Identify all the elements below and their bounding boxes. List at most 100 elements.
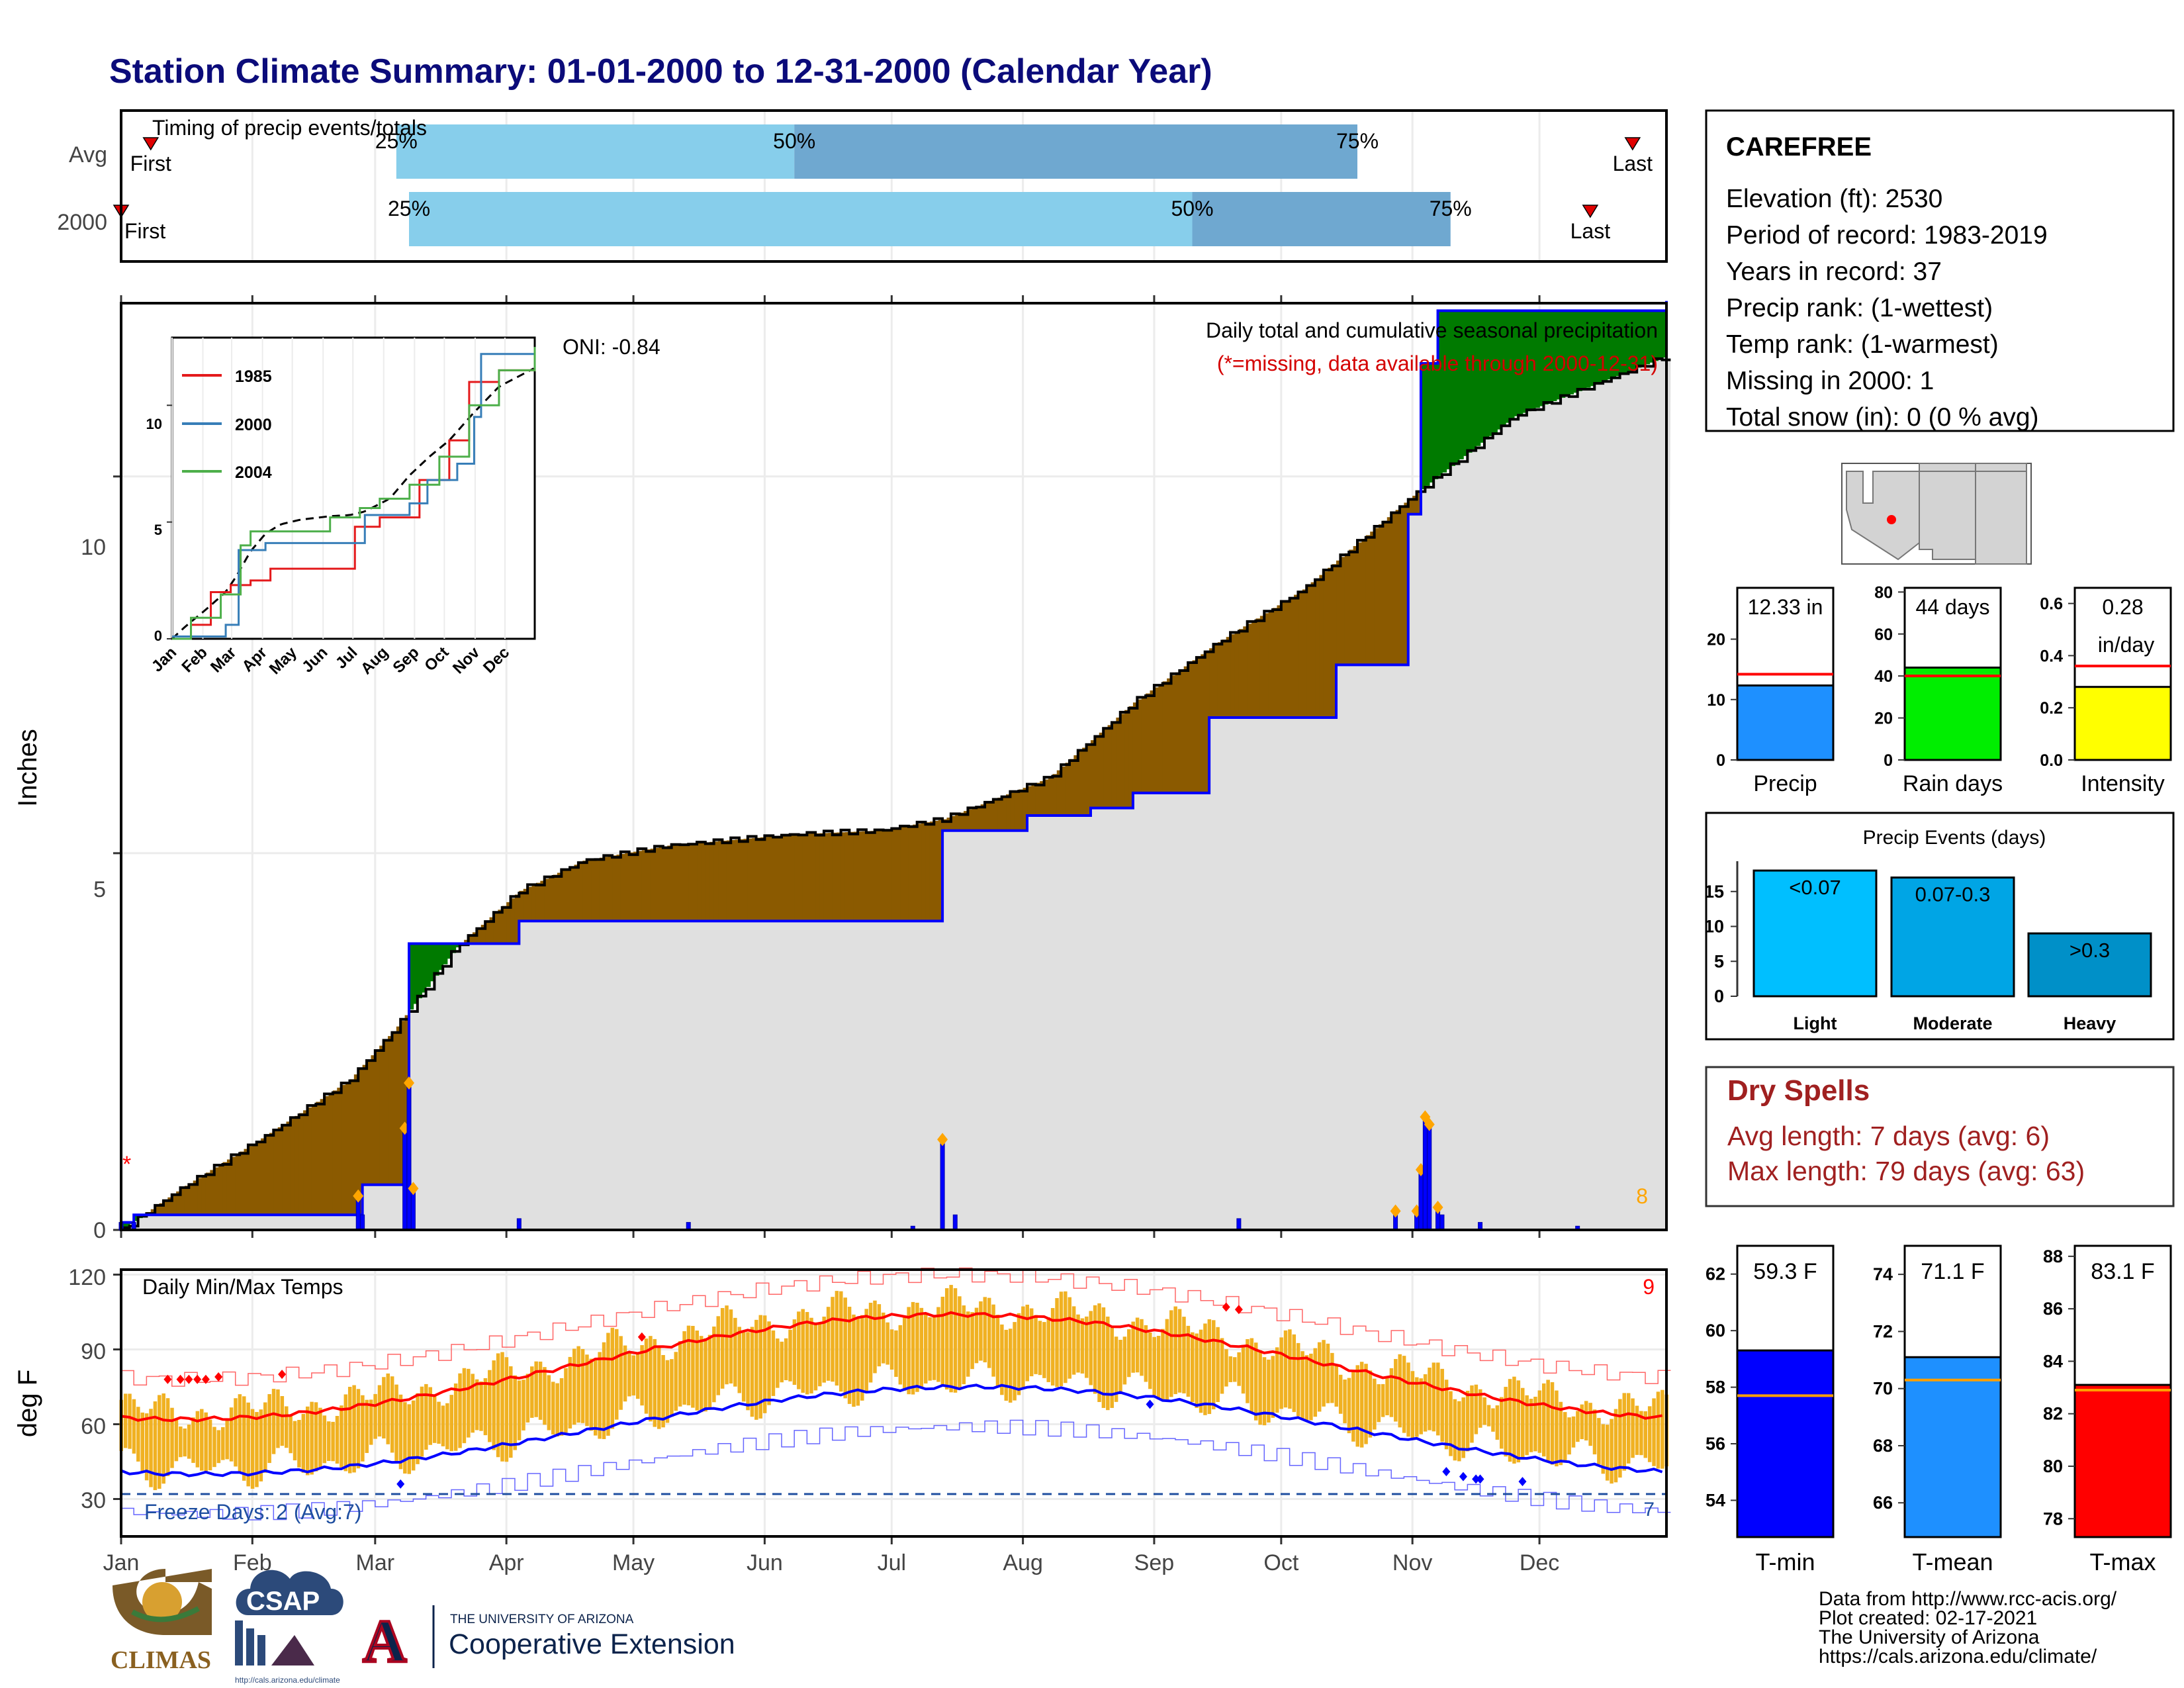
daily-temp-bar — [1486, 1405, 1491, 1427]
drier-than-avg-fill — [582, 861, 588, 921]
wetter-than-avg-fill — [1501, 310, 1506, 426]
wetter-than-avg-fill — [1433, 363, 1439, 479]
wetter-than-avg-fill — [1488, 310, 1494, 436]
drier-than-avg-fill — [527, 886, 533, 921]
daily-precip-bar — [360, 1214, 365, 1231]
temp-bar-value: 71.1 F — [1921, 1259, 1984, 1284]
drier-than-avg-fill — [671, 845, 676, 921]
daily-temp-bar — [627, 1352, 631, 1397]
events-bar-bin: >0.3 — [2070, 939, 2110, 962]
drier-than-avg-fill — [1048, 778, 1054, 816]
summary-bar-tick-label: 20 — [1874, 710, 1893, 728]
daily-temp-bar — [1555, 1390, 1559, 1467]
drier-than-avg-fill — [849, 831, 854, 921]
events-bar-bin: <0.07 — [1789, 876, 1841, 899]
daily-temp-bar — [983, 1297, 987, 1363]
temp-bar-tick-label: 60 — [1706, 1321, 1725, 1340]
daily-temp-bar — [221, 1427, 225, 1460]
drier-than-avg-fill — [307, 1107, 312, 1215]
drier-than-avg-fill — [625, 853, 630, 921]
daily-temp-bar — [398, 1394, 403, 1470]
daily-temp-bar — [158, 1395, 161, 1489]
precip-panel: Daily total and cumulative seasonal prec… — [13, 295, 1671, 1243]
drier-than-avg-fill — [282, 1124, 287, 1215]
timing-quartile-label: 50% — [1171, 197, 1213, 220]
daily-temp-bar — [314, 1402, 318, 1472]
daily-temp-bar — [1643, 1411, 1648, 1458]
precip-ylabel: Inches — [13, 729, 42, 807]
drier-than-avg-fill — [201, 1175, 206, 1215]
drier-than-avg-fill — [197, 1178, 203, 1215]
daily-temp-bar — [898, 1325, 903, 1385]
avg-min-temp-line — [120, 1383, 1663, 1477]
timing-bar-q25-q50 — [409, 192, 1193, 246]
precip-events-title: Precip Events (days) — [1863, 827, 2046, 849]
drier-than-avg-fill — [1298, 592, 1303, 718]
daily-temp-bar — [1182, 1317, 1186, 1393]
summary-bar-tick-label: 0.0 — [2040, 751, 2063, 770]
drier-than-avg-fill — [650, 849, 655, 921]
drier-than-avg-fill — [265, 1135, 270, 1215]
daily-temp-bar — [949, 1285, 953, 1393]
daily-temp-bar — [847, 1307, 852, 1404]
drier-than-avg-fill — [1391, 513, 1396, 665]
footer-line-1: Data from http://www.rcc-acis.org/ — [1819, 1588, 2117, 1610]
drier-than-avg-fill — [900, 827, 905, 921]
drier-than-avg-fill — [832, 832, 837, 921]
daily-temp-bar — [183, 1428, 187, 1457]
drier-than-avg-fill — [261, 1138, 266, 1215]
daily-temp-bar — [534, 1361, 538, 1417]
precip-ytick-5: 5 — [93, 877, 106, 902]
daily-temp-bar — [1089, 1311, 1093, 1385]
drier-than-avg-fill — [887, 829, 893, 921]
logos: CLIMAS CSAP http://cals.arizona.edu/clim… — [111, 1569, 735, 1685]
inset-ytick-0: 0 — [154, 628, 162, 644]
drier-than-avg-fill — [1285, 600, 1291, 718]
wetter-than-avg-fill — [1598, 310, 1604, 383]
daily-temp-bar — [1122, 1336, 1127, 1385]
daily-temp-bar — [852, 1314, 856, 1407]
drier-than-avg-fill — [565, 868, 570, 921]
drier-than-avg-fill — [1404, 502, 1409, 665]
month-label: Sep — [1134, 1550, 1175, 1575]
drier-than-avg-fill — [1332, 564, 1337, 718]
daily-temp-bar — [420, 1386, 424, 1457]
daily-temp-bar — [1038, 1321, 1042, 1376]
drier-than-avg-fill — [659, 847, 664, 921]
record-high-marker — [193, 1374, 202, 1384]
daily-temp-bar — [1500, 1397, 1504, 1449]
daily-temp-bar — [886, 1322, 889, 1365]
drier-than-avg-fill — [802, 833, 808, 921]
daily-temp-bar — [509, 1366, 513, 1458]
daily-temp-bar — [635, 1352, 640, 1399]
daily-temp-bar — [716, 1316, 721, 1395]
temp-bar-T-max — [2073, 1383, 2172, 1538]
daily-temp-bar — [225, 1418, 229, 1460]
drier-than-avg-fill — [1132, 702, 1138, 793]
daily-temp-bar — [631, 1355, 636, 1396]
daily-temp-bar — [1470, 1385, 1474, 1443]
daily-temp-bar — [1064, 1291, 1068, 1383]
daily-temp-bar — [517, 1380, 522, 1440]
temp-bar-value: 83.1 F — [2091, 1259, 2154, 1284]
daily-temp-bar — [1364, 1364, 1368, 1444]
record-low-marker — [396, 1479, 405, 1489]
drier-than-avg-fill — [1344, 553, 1350, 665]
daily-temp-bar — [1465, 1390, 1470, 1452]
drier-than-avg-fill — [646, 849, 651, 921]
wetter-than-avg-fill — [1476, 310, 1481, 446]
wetter-than-avg-fill — [1649, 310, 1655, 363]
daily-temp-bar — [1377, 1384, 1381, 1423]
record-high-marker — [637, 1332, 646, 1342]
summary-bar-tick-label: 0.4 — [2040, 647, 2063, 665]
drier-than-avg-fill — [1230, 634, 1236, 718]
daily-temp-bar — [915, 1302, 919, 1392]
wetter-than-avg-fill — [426, 943, 431, 987]
record-high-marker — [185, 1374, 193, 1384]
daily-temp-bar — [1330, 1352, 1334, 1403]
drier-than-avg-fill — [311, 1104, 317, 1215]
drier-than-avg-fill — [358, 1069, 363, 1215]
daily-temp-bar — [1482, 1397, 1486, 1425]
temp-bar-tick-label: 56 — [1706, 1434, 1725, 1454]
month-label: Oct — [1263, 1550, 1298, 1575]
